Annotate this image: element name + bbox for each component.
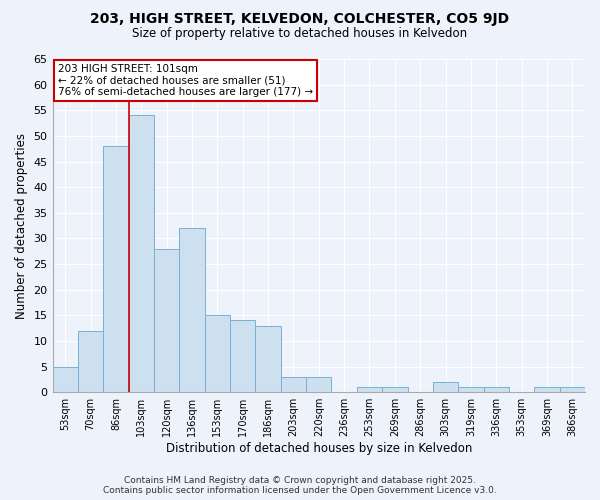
Bar: [357, 387, 382, 392]
Bar: [230, 320, 256, 392]
Bar: [53, 366, 78, 392]
Bar: [78, 330, 103, 392]
Text: 203, HIGH STREET, KELVEDON, COLCHESTER, CO5 9JD: 203, HIGH STREET, KELVEDON, COLCHESTER, …: [91, 12, 509, 26]
Bar: [560, 387, 585, 392]
Bar: [205, 316, 230, 392]
Text: Size of property relative to detached houses in Kelvedon: Size of property relative to detached ho…: [133, 28, 467, 40]
Bar: [433, 382, 458, 392]
Text: Contains HM Land Registry data © Crown copyright and database right 2025.
Contai: Contains HM Land Registry data © Crown c…: [103, 476, 497, 495]
Bar: [484, 387, 509, 392]
Bar: [382, 387, 407, 392]
Text: 203 HIGH STREET: 101sqm
← 22% of detached houses are smaller (51)
76% of semi-de: 203 HIGH STREET: 101sqm ← 22% of detache…: [58, 64, 313, 97]
Y-axis label: Number of detached properties: Number of detached properties: [15, 132, 28, 318]
Bar: [306, 377, 331, 392]
Bar: [128, 116, 154, 392]
X-axis label: Distribution of detached houses by size in Kelvedon: Distribution of detached houses by size …: [166, 442, 472, 455]
Bar: [458, 387, 484, 392]
Bar: [534, 387, 560, 392]
Bar: [281, 377, 306, 392]
Bar: [103, 146, 128, 392]
Bar: [179, 228, 205, 392]
Bar: [256, 326, 281, 392]
Bar: [154, 248, 179, 392]
